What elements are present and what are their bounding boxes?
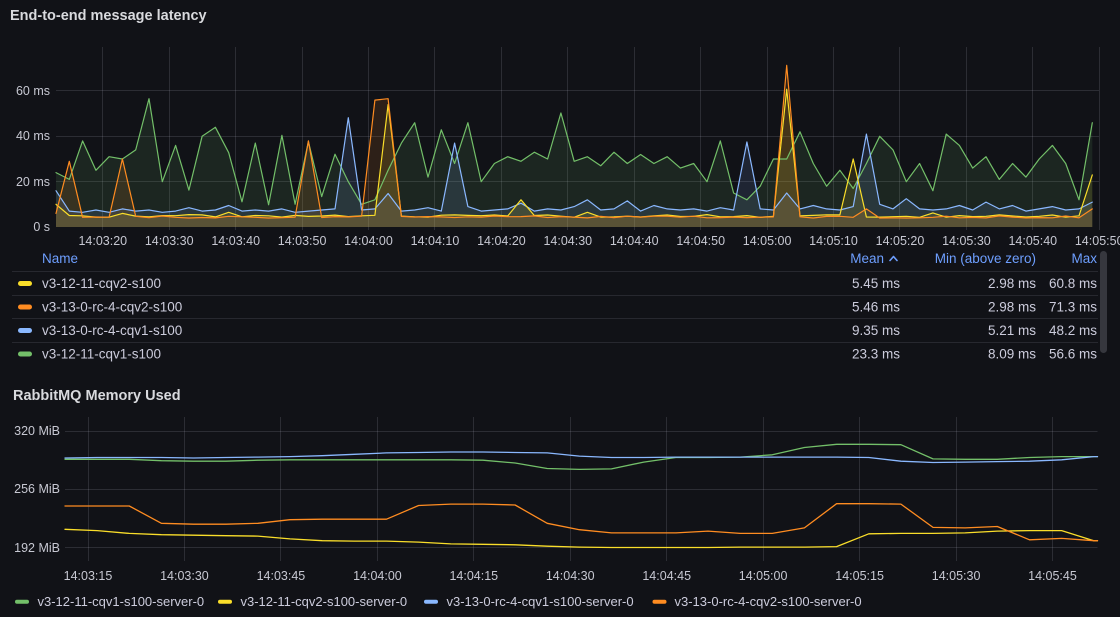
svg-text:2.98 ms: 2.98 ms [988, 300, 1036, 315]
svg-text:14:05:45: 14:05:45 [1028, 569, 1077, 583]
svg-text:14:03:15: 14:03:15 [64, 569, 113, 583]
svg-text:14:04:20: 14:04:20 [477, 234, 526, 248]
svg-text:Mean: Mean [850, 251, 884, 266]
svg-text:Max: Max [1071, 251, 1097, 266]
svg-text:Name: Name [42, 251, 78, 266]
svg-text:5.21 ms: 5.21 ms [988, 323, 1036, 338]
svg-text:v3-13-0-rc-4-cqv1-s100: v3-13-0-rc-4-cqv1-s100 [42, 323, 182, 338]
svg-text:v3-12-11-cqv1-s100-server-0: v3-12-11-cqv1-s100-server-0 [38, 594, 205, 609]
svg-text:192 MiB: 192 MiB [14, 541, 60, 555]
svg-text:0 s: 0 s [33, 220, 50, 234]
svg-text:14:03:45: 14:03:45 [257, 569, 306, 583]
svg-text:14:04:50: 14:04:50 [676, 234, 725, 248]
svg-text:14:05:15: 14:05:15 [835, 569, 884, 583]
svg-text:14:03:20: 14:03:20 [78, 234, 127, 248]
svg-text:v3-13-0-rc-4-cqv2-s100-server-: v3-13-0-rc-4-cqv2-s100-server-0 [675, 594, 862, 609]
svg-text:14:05:30: 14:05:30 [942, 234, 991, 248]
svg-text:23.3 ms: 23.3 ms [852, 347, 900, 362]
svg-text:14:04:00: 14:04:00 [353, 569, 402, 583]
svg-text:14:03:40: 14:03:40 [211, 234, 260, 248]
svg-text:320 MiB: 320 MiB [14, 424, 60, 438]
svg-text:5.45 ms: 5.45 ms [852, 276, 900, 291]
svg-text:14:03:50: 14:03:50 [278, 234, 327, 248]
svg-text:14:04:10: 14:04:10 [411, 234, 460, 248]
svg-text:71.3 ms: 71.3 ms [1049, 300, 1097, 315]
svg-text:v3-13-0-rc-4-cqv1-s100-server-: v3-13-0-rc-4-cqv1-s100-server-0 [447, 594, 634, 609]
svg-text:8.09 ms: 8.09 ms [988, 347, 1036, 362]
svg-text:v3-12-11-cqv2-s100: v3-12-11-cqv2-s100 [42, 276, 161, 291]
svg-text:End-to-end message latency: End-to-end message latency [10, 8, 207, 24]
svg-text:14:05:10: 14:05:10 [809, 234, 858, 248]
svg-text:14:05:40: 14:05:40 [1008, 234, 1057, 248]
svg-text:14:05:20: 14:05:20 [876, 234, 925, 248]
svg-text:Min (above zero): Min (above zero) [935, 251, 1036, 266]
svg-text:14:03:30: 14:03:30 [160, 569, 209, 583]
svg-text:14:05:30: 14:05:30 [932, 569, 981, 583]
svg-text:40 ms: 40 ms [16, 129, 50, 143]
svg-text:48.2 ms: 48.2 ms [1049, 323, 1097, 338]
svg-text:14:05:50: 14:05:50 [1075, 234, 1120, 248]
svg-text:v3-12-11-cqv2-s100-server-0: v3-12-11-cqv2-s100-server-0 [241, 594, 408, 609]
svg-text:14:05:00: 14:05:00 [739, 569, 788, 583]
svg-text:60.8 ms: 60.8 ms [1049, 276, 1097, 291]
svg-text:14:04:40: 14:04:40 [610, 234, 659, 248]
svg-text:14:04:30: 14:04:30 [543, 234, 592, 248]
svg-text:9.35 ms: 9.35 ms [852, 323, 900, 338]
svg-text:56.6 ms: 56.6 ms [1049, 347, 1097, 362]
svg-text:14:05:00: 14:05:00 [743, 234, 792, 248]
svg-text:14:04:00: 14:04:00 [344, 234, 393, 248]
svg-text:2.98 ms: 2.98 ms [988, 276, 1036, 291]
svg-text:v3-12-11-cqv1-s100: v3-12-11-cqv1-s100 [42, 347, 161, 362]
svg-text:14:04:15: 14:04:15 [449, 569, 498, 583]
svg-text:14:03:30: 14:03:30 [145, 234, 194, 248]
svg-text:RabbitMQ Memory Used: RabbitMQ Memory Used [13, 388, 181, 404]
svg-text:5.46 ms: 5.46 ms [852, 300, 900, 315]
svg-text:14:04:30: 14:04:30 [546, 569, 595, 583]
svg-text:v3-13-0-rc-4-cqv2-s100: v3-13-0-rc-4-cqv2-s100 [42, 300, 182, 315]
svg-text:60 ms: 60 ms [16, 84, 50, 98]
svg-text:20 ms: 20 ms [16, 175, 50, 189]
svg-text:14:04:45: 14:04:45 [642, 569, 691, 583]
svg-text:256 MiB: 256 MiB [14, 482, 60, 496]
